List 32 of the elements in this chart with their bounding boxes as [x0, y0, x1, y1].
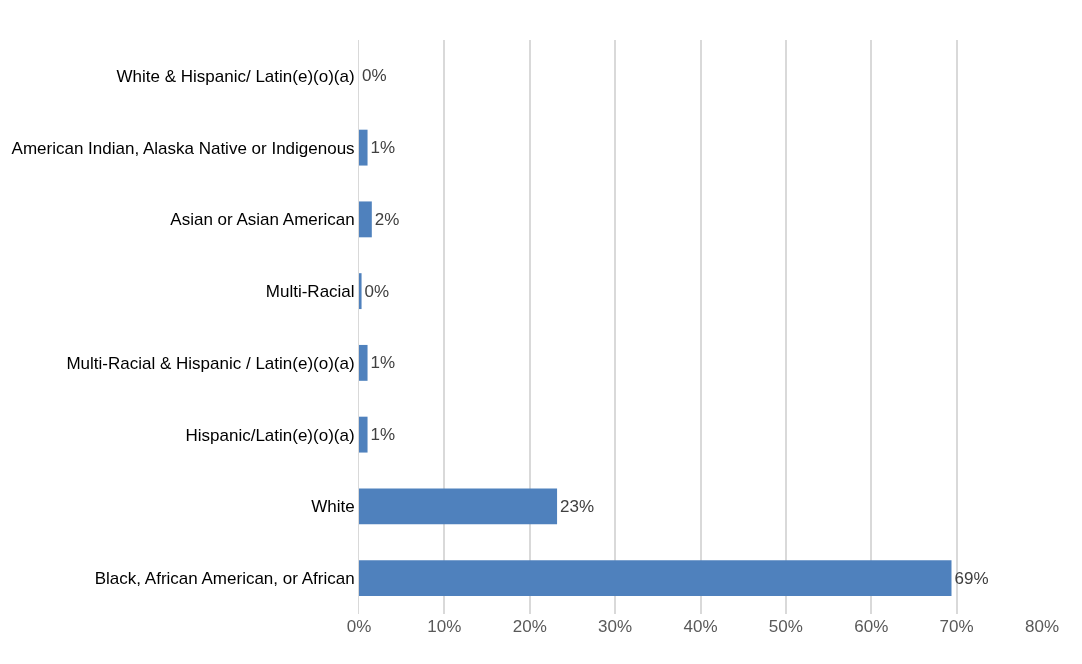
bar	[359, 416, 368, 453]
bar	[359, 560, 952, 597]
bar	[359, 129, 368, 166]
y-tick-label: White & Hispanic/ Latin(e)(o)(a)	[116, 66, 355, 86]
data-label: 1%	[370, 425, 396, 445]
x-tick-label: 10%	[427, 617, 462, 636]
data-label: 0%	[362, 66, 387, 86]
x-tick-label: 50%	[768, 617, 803, 636]
data-label: 1%	[370, 353, 396, 373]
bar	[359, 201, 372, 238]
x-tick-label: 30%	[598, 617, 633, 636]
data-label: 0%	[364, 281, 390, 301]
x-tick-label: 20%	[512, 617, 547, 636]
bar	[359, 488, 558, 525]
data-label: 69%	[954, 568, 989, 588]
x-tick-label: 80%	[1024, 617, 1060, 636]
x-tick-label: 0%	[346, 617, 372, 636]
x-tick-label: 60%	[854, 617, 889, 636]
x-tick-label: 70%	[939, 617, 974, 636]
y-tick-label: Hispanic/Latin(e)(o)(a)	[185, 425, 355, 445]
y-tick-label: Multi-Racial	[265, 282, 355, 302]
x-tick-label: 40%	[683, 617, 718, 636]
data-label: 23%	[560, 496, 595, 516]
y-tick-label: Black, African American, or African	[94, 569, 355, 589]
data-label: 2%	[374, 209, 400, 229]
y-tick-label: American Indian, Alaska Native or Indigenous	[11, 138, 355, 158]
data-label: 1%	[370, 138, 396, 158]
y-tick-label: Multi-Racial & Hispanic / Latin(e)(o)(a)	[66, 353, 355, 373]
bar	[359, 344, 368, 381]
y-tick-label: White	[311, 497, 355, 517]
bar	[359, 273, 362, 310]
y-tick-label: Asian or Asian American	[170, 210, 355, 230]
